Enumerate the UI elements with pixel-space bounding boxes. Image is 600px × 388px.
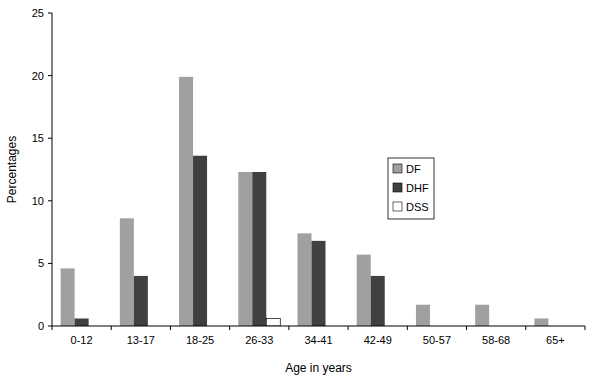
bar <box>193 156 207 326</box>
x-tick-label: 18-25 <box>186 334 214 346</box>
x-tick <box>407 326 408 330</box>
bar <box>252 172 266 326</box>
x-tick-label: 0-12 <box>71 334 93 346</box>
y-tick-label: 10 <box>32 195 44 207</box>
y-tick <box>48 138 52 139</box>
x-tick-label: 50-57 <box>423 334 451 346</box>
bar <box>238 172 252 326</box>
legend-box <box>388 158 434 219</box>
x-tick-label: 26-33 <box>245 334 273 346</box>
x-tick-label: 42-49 <box>364 334 392 346</box>
x-tick <box>585 326 586 330</box>
x-tick <box>111 326 112 330</box>
legend: DF DHF DSS <box>388 158 434 219</box>
legend-label: DF <box>406 163 421 175</box>
x-tick <box>525 326 526 330</box>
x-tick <box>466 326 467 330</box>
x-tick-label: 58-68 <box>482 334 510 346</box>
legend-label: DSS <box>406 201 429 213</box>
bar <box>75 318 89 326</box>
y-tick <box>48 200 52 201</box>
bar <box>179 77 193 326</box>
x-tick-label: 13-17 <box>127 334 155 346</box>
bar <box>120 218 134 326</box>
legend-label: DHF <box>406 182 429 194</box>
x-axis-label: Age in years <box>285 361 352 375</box>
y-tick <box>48 75 52 76</box>
bar <box>312 241 326 326</box>
bar <box>416 305 430 326</box>
x-tick <box>288 326 289 330</box>
y-tick <box>48 263 52 264</box>
chart: 0 5 10 15 20 25 0-12 13-17 18-25 26-33 34-41 42-49 5… <box>0 0 600 388</box>
y-tick-label: 5 <box>38 257 44 269</box>
x-axis <box>52 326 585 327</box>
y-tick-label: 0 <box>38 320 44 332</box>
bar <box>357 255 371 326</box>
legend-swatch <box>393 202 402 211</box>
bar <box>61 268 75 326</box>
bar <box>371 276 385 326</box>
x-tick <box>52 326 53 330</box>
bar <box>534 318 548 326</box>
x-tick <box>348 326 349 330</box>
y-tick-label: 20 <box>32 70 44 82</box>
y-tick-label: 25 <box>32 7 44 19</box>
y-axis <box>52 13 53 326</box>
y-tick-label: 15 <box>32 132 44 144</box>
y-axis-label: Percentages <box>5 136 19 203</box>
legend-swatch <box>393 164 402 173</box>
bars <box>61 77 549 326</box>
x-tick-label: 65+ <box>546 334 565 346</box>
y-tick <box>48 13 52 14</box>
bar <box>134 276 148 326</box>
bar <box>298 233 312 326</box>
bar <box>266 318 280 326</box>
legend-swatch <box>393 183 402 192</box>
x-tick <box>170 326 171 330</box>
x-tick <box>229 326 230 330</box>
y-tick <box>48 326 52 327</box>
x-tick-label: 34-41 <box>304 334 332 346</box>
bar <box>475 305 489 326</box>
